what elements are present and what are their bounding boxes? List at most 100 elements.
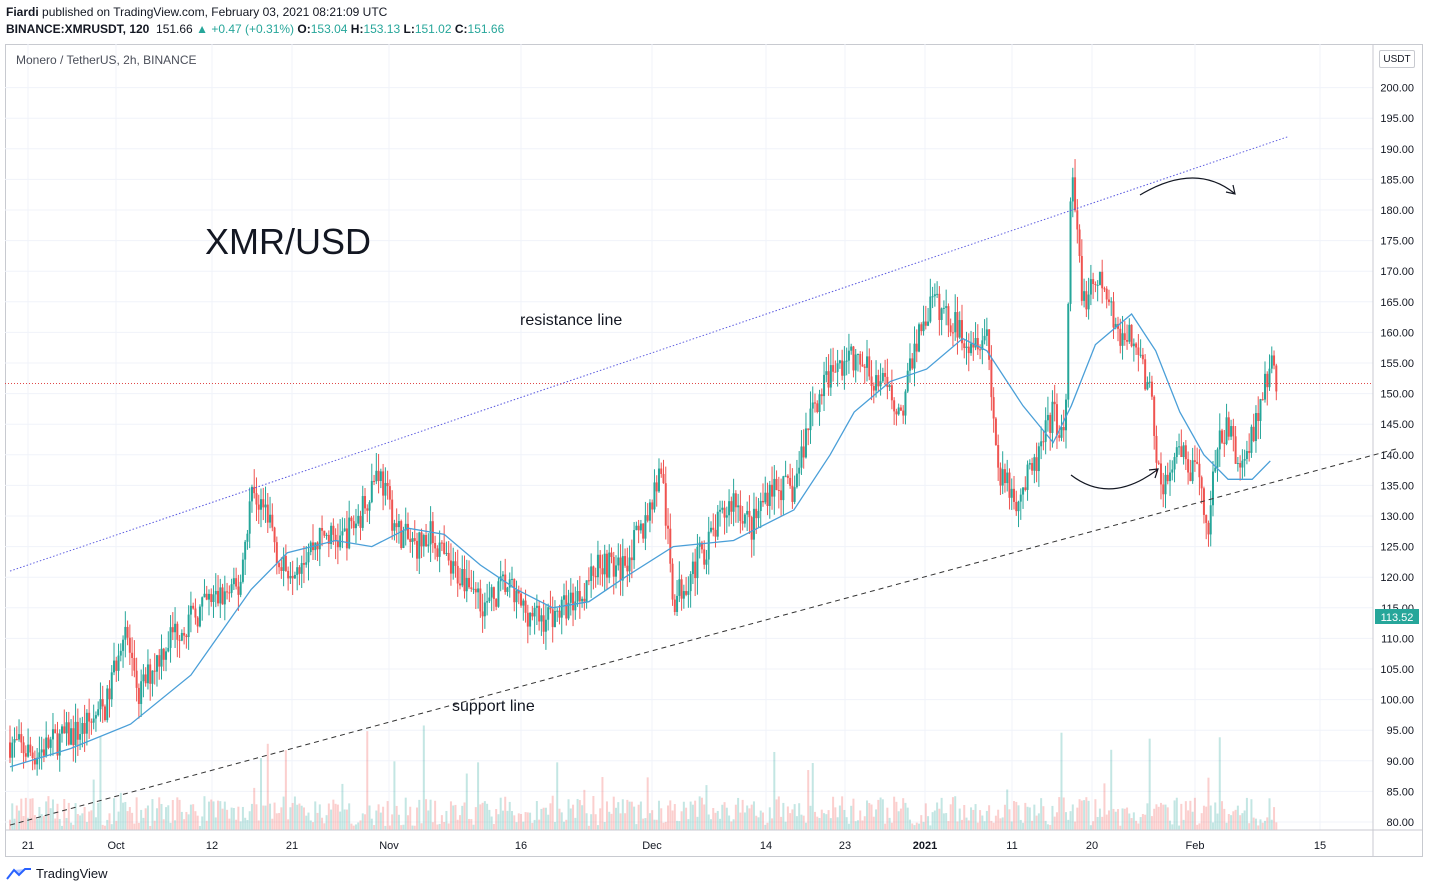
volume-bar <box>101 824 104 830</box>
candle-body <box>1049 414 1052 433</box>
volume-bar <box>103 825 106 830</box>
candle-body <box>583 598 586 602</box>
candle-body <box>359 515 362 528</box>
volume-bar <box>789 813 792 830</box>
candle-body <box>1173 457 1176 470</box>
volume-bar <box>671 810 674 830</box>
volume-bar <box>368 805 371 830</box>
volume-bar <box>354 824 357 830</box>
candle-body <box>352 521 355 529</box>
volume-bar <box>348 803 351 830</box>
volume-bar <box>642 818 645 830</box>
volume-bar <box>705 785 708 830</box>
volume-bar <box>140 809 143 830</box>
volume-bar <box>963 804 966 830</box>
time-tick-label: 21 <box>286 840 298 852</box>
candle-body <box>413 538 416 541</box>
candle-body <box>382 471 385 496</box>
volume-bar <box>388 825 391 830</box>
candle-body <box>761 500 764 503</box>
volume-bar <box>486 803 489 830</box>
volume-bar <box>1110 749 1113 830</box>
tradingview-footer[interactable]: TradingView <box>6 866 108 881</box>
volume-bar <box>291 802 294 830</box>
candle-body <box>395 523 398 528</box>
candle-body <box>637 525 640 531</box>
volume-bar <box>167 805 170 830</box>
candle-body <box>158 655 161 667</box>
volume-bar <box>814 811 817 830</box>
candle-body <box>936 293 939 295</box>
volume-bar <box>42 816 45 830</box>
volume-bar <box>1067 819 1070 830</box>
volume-bar <box>246 820 249 830</box>
volume-bar <box>1144 814 1147 830</box>
volume-bar <box>185 811 188 830</box>
candle-body <box>630 557 633 561</box>
candle-body <box>1230 426 1233 437</box>
candle-body <box>45 737 48 756</box>
candle-body <box>336 541 339 548</box>
volume-bar <box>334 803 337 830</box>
candle-body <box>1169 472 1172 482</box>
volume-bar <box>330 809 333 830</box>
candle-body <box>918 324 921 352</box>
candle-body <box>124 626 127 640</box>
volume-bar <box>583 789 586 830</box>
candle-body <box>1065 399 1068 431</box>
candle-body <box>438 542 441 557</box>
candle-body <box>913 343 916 369</box>
candle-body <box>1139 354 1142 356</box>
candle-body <box>639 523 642 531</box>
candle-body <box>393 523 396 531</box>
volume-bar <box>85 821 88 830</box>
volume-bar <box>1085 797 1088 830</box>
volume-bar <box>691 804 694 830</box>
candle-body <box>384 482 387 496</box>
price-tick-label: 85.00 <box>1386 786 1414 798</box>
volume-bar <box>24 797 27 830</box>
candle-body <box>1080 256 1083 301</box>
candle-body <box>76 721 79 740</box>
volume-bar <box>1178 825 1181 830</box>
time-tick-label: 11 <box>1006 840 1017 852</box>
volume-bar <box>318 804 321 830</box>
candle-body <box>771 484 774 497</box>
volume-bar <box>576 798 579 830</box>
volume-bar <box>730 821 733 830</box>
volume-bar <box>1089 825 1092 830</box>
candle-body <box>517 590 520 594</box>
volume-bar <box>535 801 538 830</box>
candle-body <box>1024 487 1027 490</box>
candle-body <box>171 627 174 633</box>
volume-bar <box>1261 822 1264 830</box>
volume-bar <box>881 799 884 830</box>
volume-bar <box>29 798 32 830</box>
candle-body <box>594 575 597 578</box>
candle-body <box>520 593 523 606</box>
candle-body <box>682 591 685 599</box>
candle-body <box>246 533 249 542</box>
volume-bar <box>558 808 561 830</box>
candle-body <box>927 321 930 326</box>
candle-body <box>942 307 945 309</box>
candle-body <box>974 338 977 348</box>
volume-bar <box>88 811 91 830</box>
volume-bar <box>266 743 269 830</box>
volume-bar <box>377 804 380 830</box>
candle-body <box>825 371 828 375</box>
volume-bar <box>621 799 624 830</box>
volume-bar <box>728 815 731 830</box>
candle-body <box>1010 488 1013 498</box>
volume-bar <box>81 813 84 830</box>
volume-bar <box>960 819 963 830</box>
candle-body <box>248 501 251 534</box>
currency-unit-button[interactable]: USDT <box>1379 50 1415 68</box>
candle-body <box>15 739 18 741</box>
volume-bar <box>11 803 14 830</box>
candle-body <box>834 371 837 373</box>
published-info: Fiardi published on TradingView.com, Feb… <box>6 4 387 20</box>
volume-bar <box>357 822 360 830</box>
volume-bar <box>406 815 409 830</box>
